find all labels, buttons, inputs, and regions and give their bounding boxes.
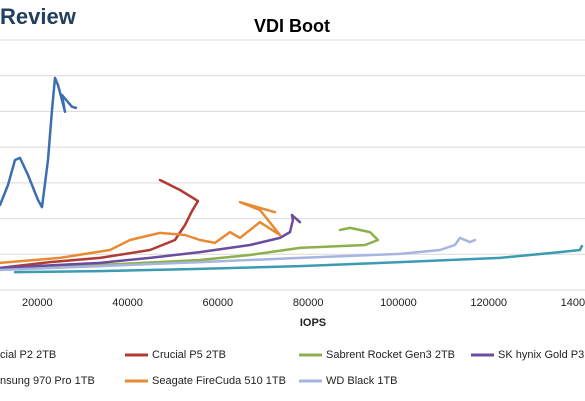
legend-label: Sabrent Rocket Gen3 2TB [326, 349, 455, 361]
series-line [13, 244, 584, 274]
x-axis-label: IOPS [300, 317, 326, 329]
legend-label: SK hynix Gold P3 [498, 349, 584, 361]
x-tick-label: 40000 [112, 297, 143, 309]
watermark: Review [0, 4, 77, 29]
series-line [0, 76, 78, 209]
legend-label: Seagate FireCuda 510 1TB [152, 375, 286, 387]
series-line [0, 178, 200, 270]
series-line [0, 200, 282, 265]
x-tick-label: 120000 [470, 297, 507, 309]
series-line [0, 213, 302, 270]
legend-label: cial P2 2TB [0, 349, 56, 361]
x-tick-label: 80000 [293, 297, 324, 309]
series-line [0, 226, 380, 270]
legend-label: WD Black 1TB [326, 375, 398, 387]
x-tick-label: 100000 [380, 297, 417, 309]
x-tick-label: 60000 [203, 297, 234, 309]
chart-title: VDI Boot [254, 16, 330, 36]
x-tick-label: 20000 [22, 297, 53, 309]
x-tick-label: 140000 [561, 297, 585, 309]
legend-label: nsung 970 Pro 1TB [0, 375, 95, 387]
legend-label: Crucial P5 2TB [152, 349, 226, 361]
series-line [0, 236, 477, 272]
